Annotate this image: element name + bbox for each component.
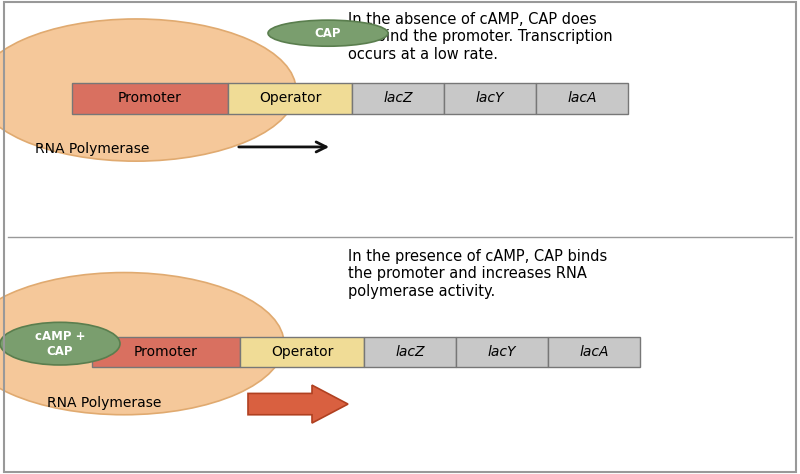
Bar xyxy=(548,337,640,367)
Bar xyxy=(92,337,240,367)
FancyArrow shape xyxy=(248,385,348,423)
Text: Operator: Operator xyxy=(259,91,321,105)
Text: RNA Polymerase: RNA Polymerase xyxy=(35,142,149,156)
Text: lacZ: lacZ xyxy=(395,345,425,359)
Bar xyxy=(536,83,628,114)
Text: RNA Polymerase: RNA Polymerase xyxy=(47,396,161,410)
Text: CAP: CAP xyxy=(314,27,342,40)
Bar xyxy=(444,83,536,114)
Bar xyxy=(72,83,228,114)
Text: In the absence of cAMP, CAP does
not bind the promoter. Transcription
occurs at : In the absence of cAMP, CAP does not bin… xyxy=(348,12,613,62)
Text: Promoter: Promoter xyxy=(134,345,198,359)
Text: lacZ: lacZ xyxy=(383,91,413,105)
Bar xyxy=(352,83,444,114)
Text: Operator: Operator xyxy=(271,345,333,359)
Bar xyxy=(364,337,456,367)
Ellipse shape xyxy=(268,20,388,46)
Ellipse shape xyxy=(0,273,284,415)
Text: Promoter: Promoter xyxy=(118,91,182,105)
Text: lacY: lacY xyxy=(476,91,504,105)
Text: cAMP +
CAP: cAMP + CAP xyxy=(34,329,86,358)
Text: lacY: lacY xyxy=(488,345,516,359)
Ellipse shape xyxy=(0,19,296,161)
Bar xyxy=(240,337,364,367)
Ellipse shape xyxy=(0,322,120,365)
Text: lacA: lacA xyxy=(567,91,597,105)
Text: In the presence of cAMP, CAP binds
the promoter and increases RNA
polymerase act: In the presence of cAMP, CAP binds the p… xyxy=(348,249,607,299)
Bar xyxy=(456,337,548,367)
Text: lacA: lacA xyxy=(579,345,609,359)
Bar xyxy=(228,83,352,114)
